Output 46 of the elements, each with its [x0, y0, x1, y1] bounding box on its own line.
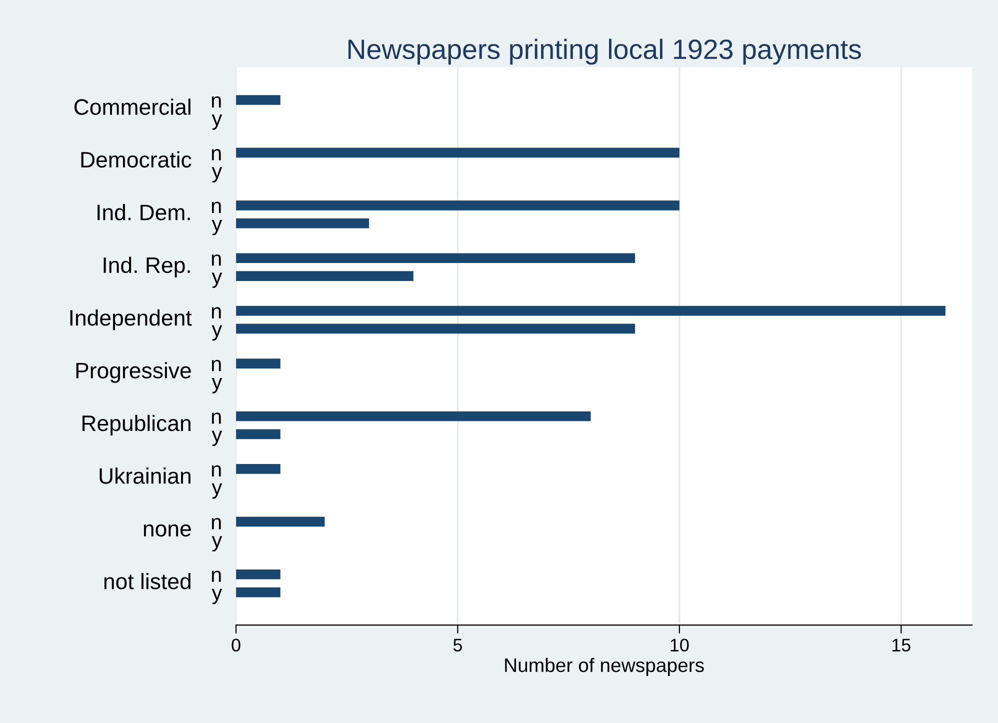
y-tick-label: n [212, 202, 221, 213]
y-tick-label: n [212, 307, 221, 318]
y-tick-label: n [212, 149, 221, 160]
text: Ind. Dem. [98, 204, 190, 220]
bar [236, 358, 280, 368]
bar [236, 148, 680, 158]
y-tick-label: n [212, 465, 221, 477]
bar [236, 411, 591, 422]
text: Ukrainian [100, 468, 190, 484]
y-tick-label: y [212, 325, 222, 341]
text: Commercial [74, 98, 190, 115]
text: Independent [70, 309, 192, 330]
y-tick-label: n [212, 570, 221, 582]
bar [236, 200, 680, 210]
y-tick-label: y [212, 272, 222, 288]
y-tick-label: y [212, 378, 222, 394]
bar [236, 253, 636, 264]
y-tick-label: n [212, 360, 221, 372]
chart-title: Newspapers printing local 1923 payments [348, 38, 861, 65]
bar [236, 464, 280, 474]
text: Progressive [76, 362, 191, 383]
x-tick-label: 15 [892, 638, 910, 652]
bar [236, 95, 280, 105]
text: Republican [82, 414, 190, 436]
y-tick-label: y [212, 588, 222, 604]
y-tick-label: y [212, 220, 222, 236]
x-tick-label: 5 [453, 638, 462, 652]
x-axis-title: Number of newspapers [505, 658, 704, 676]
y-tick-label: n [212, 254, 221, 266]
bar [236, 516, 325, 527]
x-tick-label: 0 [232, 638, 240, 652]
text: Democratic [81, 151, 192, 168]
text: Ind. Rep. [104, 256, 190, 278]
y-tick-label: y [212, 167, 222, 182]
y-tick-label: y [212, 430, 222, 446]
y-tick-label: y [212, 114, 222, 130]
y-tick-label: y [212, 483, 222, 499]
bar [236, 569, 280, 580]
text: not listed [104, 572, 190, 590]
text: none [144, 524, 191, 537]
y-tick-label: n [212, 412, 221, 424]
x-tick-label: 10 [670, 638, 689, 652]
y-tick-label: n [212, 518, 221, 530]
y-tick-label: n [212, 96, 221, 108]
bar [236, 306, 946, 316]
y-tick-label: y [212, 536, 222, 552]
